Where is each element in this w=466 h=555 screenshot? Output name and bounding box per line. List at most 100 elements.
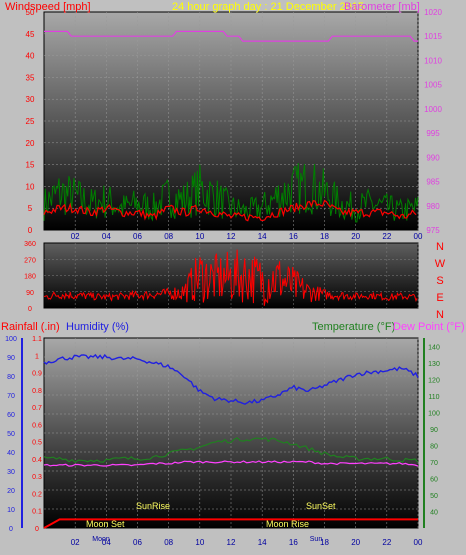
rain-x-tick: 12 bbox=[227, 538, 236, 547]
wind-direction-series-line bbox=[44, 249, 418, 306]
baro-axis-label: Barometer [mb] bbox=[344, 1, 420, 13]
moon-axis-label: Moon bbox=[92, 536, 110, 543]
compass-label: N bbox=[436, 241, 444, 253]
wind-y-tick: 35 bbox=[26, 73, 35, 82]
temperature-axis-label: Temperature (°F) bbox=[312, 321, 395, 333]
humidity-y-ticks: 0 10 20 30 40 50 60 70 80 90 100 bbox=[5, 336, 17, 533]
wind-y-tick: 40 bbox=[26, 52, 35, 61]
baro-y-tick: 1000 bbox=[424, 105, 442, 114]
compass-label: E bbox=[436, 292, 443, 304]
baro-y-tick: 990 bbox=[426, 153, 440, 162]
wind-x-tick: 22 bbox=[382, 232, 391, 241]
baro-y-tick: 1020 bbox=[424, 8, 442, 17]
temperature-y-tick: 100 bbox=[428, 410, 440, 417]
humidity-y-tick: 70 bbox=[7, 393, 15, 400]
wind-x-tick: 06 bbox=[133, 232, 142, 241]
gust-series-line bbox=[43, 163, 419, 223]
rain-y-ticks: 0 0.1 0.2 0.3 0.4 0.5 0.6 0.7 0.8 0.9 1 1.1 bbox=[32, 336, 42, 533]
rain-x-tick: 04 bbox=[102, 538, 111, 547]
rain-y-tick: 0.4 bbox=[32, 457, 42, 464]
baro-y-tick: 1010 bbox=[424, 56, 442, 65]
temperature-y-ticks: 40 50 60 70 80 90 100 110 120 130 140 bbox=[428, 344, 440, 516]
baro-y-tick: 1015 bbox=[424, 32, 442, 41]
humidity-y-tick: 90 bbox=[7, 355, 15, 362]
humidity-y-tick: 100 bbox=[5, 336, 17, 343]
wind-x-tick: 08 bbox=[164, 232, 173, 241]
baro-y-tick: 1005 bbox=[424, 81, 442, 90]
windspeed-series-line bbox=[43, 199, 417, 222]
rain-y-tick: 1.1 bbox=[32, 336, 42, 343]
wind-y-tick: 15 bbox=[26, 161, 35, 170]
rain-hum-temp-axis-lines bbox=[21, 338, 425, 528]
rain-y-tick: 0 bbox=[35, 526, 39, 533]
wind-baro-series bbox=[43, 30, 419, 223]
rain-y-tick: 0.9 bbox=[32, 371, 42, 378]
graph-title: 24 hour graph day : 21 December 2015 bbox=[172, 1, 364, 13]
temperature-y-tick: 110 bbox=[428, 394, 439, 401]
humidity-y-tick: 30 bbox=[7, 469, 15, 476]
wind-axis-label: Windspeed [mph] bbox=[5, 1, 91, 13]
rain-x-tick: 20 bbox=[351, 538, 360, 547]
sun-axis-label: Sun bbox=[310, 536, 323, 543]
baro-y-tick: 995 bbox=[426, 129, 440, 138]
direction-y-tick: 90 bbox=[26, 290, 34, 297]
sunrise-label: SunRise bbox=[136, 501, 170, 511]
compass-label: S bbox=[436, 275, 443, 287]
rain-x-tick: 06 bbox=[133, 538, 142, 547]
compass-label: N bbox=[436, 309, 444, 321]
temperature-y-tick: 130 bbox=[428, 361, 440, 368]
humidity-y-tick: 20 bbox=[7, 488, 15, 495]
direction-y-tick: 180 bbox=[24, 274, 36, 281]
baro-y-tick: 980 bbox=[426, 202, 440, 211]
wind-x-axis-ticks: 02 04 06 08 10 12 14 16 18 20 22 00 bbox=[71, 232, 423, 241]
temperature-y-tick: 90 bbox=[430, 427, 438, 434]
rain-y-tick: 0.6 bbox=[32, 422, 42, 429]
humidity-y-tick: 80 bbox=[7, 374, 15, 381]
wind-direction-series bbox=[44, 249, 418, 306]
dewpoint-axis-label: Dew Point (°F) bbox=[393, 321, 465, 333]
temperature-y-tick: 80 bbox=[430, 443, 438, 450]
temperature-y-tick: 60 bbox=[430, 476, 438, 483]
rain-x-tick: 16 bbox=[289, 538, 298, 547]
humidity-axis-label: Humidity (%) bbox=[66, 321, 129, 333]
humidity-series-line bbox=[43, 353, 419, 405]
direction-y-tick: 270 bbox=[24, 257, 36, 264]
temperature-y-tick: 120 bbox=[428, 377, 440, 384]
rain-y-tick: 0.5 bbox=[32, 440, 42, 447]
rain-hum-temp-series bbox=[43, 353, 419, 529]
wind-x-tick: 02 bbox=[71, 232, 80, 241]
sunset-label: SunSet bbox=[306, 501, 336, 511]
wind-baro-grid bbox=[44, 12, 419, 230]
rain-x-tick: 14 bbox=[258, 538, 267, 547]
wind-y-tick: 5 bbox=[28, 204, 33, 213]
rain-y-tick: 0.7 bbox=[32, 405, 42, 412]
wind-y-axis-ticks: 0 5 10 15 20 25 30 35 40 45 50 bbox=[26, 8, 35, 235]
wind-x-tick: 20 bbox=[351, 232, 360, 241]
rain-x-tick: 02 bbox=[71, 538, 80, 547]
temperature-y-tick: 140 bbox=[428, 344, 440, 351]
barometer-series-line bbox=[44, 30, 418, 42]
rain-y-tick: 0.2 bbox=[32, 491, 42, 498]
rain-x-axis-ticks: 02 04 06 08 10 12 14 16 18 20 22 00 Moon Sun bbox=[71, 536, 423, 547]
baro-y-tick: 975 bbox=[426, 226, 440, 235]
wind-x-tick: 04 bbox=[102, 232, 111, 241]
rain-y-tick: 1 bbox=[35, 353, 39, 360]
rain-y-tick: 0.3 bbox=[32, 474, 42, 481]
rain-x-tick: 08 bbox=[164, 538, 173, 547]
rain-hum-temp-plot-area bbox=[43, 337, 419, 529]
rainfall-series-line bbox=[43, 518, 418, 529]
compass-label: W bbox=[435, 258, 446, 270]
wind-x-tick: 00 bbox=[414, 232, 423, 241]
temperature-y-tick: 70 bbox=[430, 460, 438, 467]
wind-y-tick: 10 bbox=[26, 182, 35, 191]
direction-y-tick: 0 bbox=[28, 306, 32, 313]
rainfall-axis-label: Rainfall (.in) bbox=[1, 321, 60, 333]
wind-direction-y-ticks: 0 90 180 270 360 bbox=[24, 241, 36, 313]
wind-x-tick: 10 bbox=[195, 232, 204, 241]
direction-y-tick: 360 bbox=[24, 241, 36, 248]
